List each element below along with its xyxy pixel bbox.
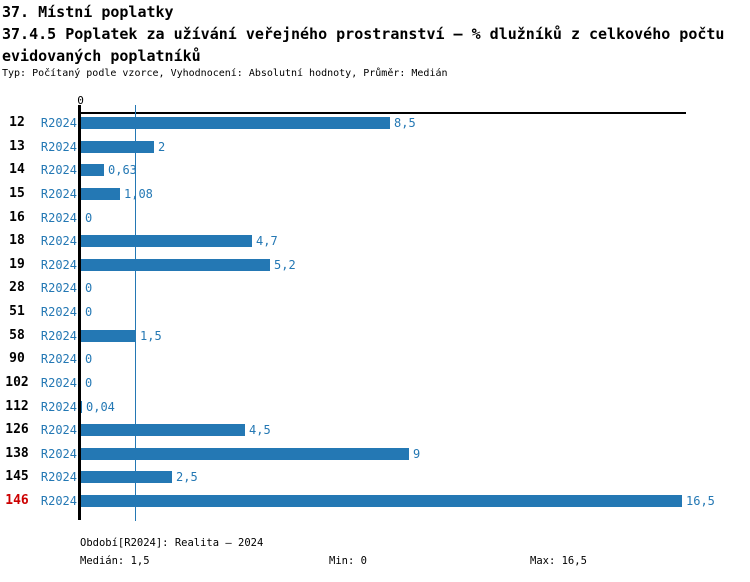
row-series-label: R2024 (40, 234, 77, 248)
value-bar (81, 141, 154, 153)
row-series-label: R2024 (40, 329, 77, 343)
bar-value-label: 0 (85, 211, 93, 225)
value-bar (81, 259, 270, 271)
value-bar (81, 448, 409, 460)
row-category-label: 12 (9, 115, 25, 130)
row-category-label: 28 (9, 280, 25, 295)
row-category-label: 13 (9, 139, 25, 154)
bar-value-label: 1,5 (140, 329, 162, 343)
bar-chart: 0 12 R2024 8,5 13 R2024 2 14 R2024 0,63 15 R2024 1,… (0, 95, 750, 535)
row-series-label: R2024 (40, 163, 77, 177)
footer-min-stat: Min: 0 (329, 555, 367, 567)
row-category-label: 112 (5, 399, 29, 414)
bar-value-label: 0,63 (108, 163, 137, 177)
bar-value-label: 0 (85, 281, 93, 295)
x-axis-top-line (78, 112, 686, 114)
page-title: 37. Místní poplatky (2, 3, 174, 21)
row-series-label: R2024 (40, 116, 77, 130)
value-bar (81, 117, 390, 129)
y-axis-line (78, 105, 81, 520)
bar-value-label: 0 (85, 352, 93, 366)
bar-value-label: 4,5 (249, 423, 271, 437)
row-series-label: R2024 (40, 211, 77, 225)
chart-meta-info: Typ: Počítaný podle vzorce, Vyhodnocení:… (2, 68, 448, 79)
row-series-label: R2024 (40, 447, 77, 461)
row-category-label: 19 (9, 257, 25, 272)
row-category-label: 138 (5, 446, 29, 461)
row-category-label: 58 (9, 328, 25, 343)
row-category-label: 126 (5, 422, 29, 437)
bar-value-label: 2,5 (176, 470, 198, 484)
row-series-label: R2024 (40, 281, 77, 295)
value-bar (81, 495, 682, 507)
value-bar (81, 401, 82, 413)
value-bar (81, 188, 120, 200)
row-series-label: R2024 (40, 423, 77, 437)
row-series-label: R2024 (40, 258, 77, 272)
row-series-label: R2024 (40, 376, 77, 390)
footer-max-stat: Max: 16,5 (530, 555, 587, 567)
row-series-label: R2024 (40, 470, 77, 484)
footer-median-stat: Medián: 1,5 (80, 555, 150, 567)
bar-value-label: 0,04 (86, 400, 115, 414)
row-category-label: 146 (5, 493, 29, 508)
value-bar (81, 471, 172, 483)
value-bar (81, 164, 104, 176)
row-category-label: 102 (5, 375, 29, 390)
bar-value-label: 9 (413, 447, 421, 461)
bar-value-label: 8,5 (394, 116, 416, 130)
row-category-label: 145 (5, 469, 29, 484)
value-bar (81, 424, 245, 436)
bar-value-label: 16,5 (686, 494, 715, 508)
footer-period-label: Období[R2024]: Realita – 2024 (80, 537, 264, 549)
chart-subtitle: 37.4.5 Poplatek za užívání veřejného pro… (2, 25, 725, 65)
bar-value-label: 0 (85, 305, 93, 319)
axis-zero-tick-label: 0 (77, 94, 84, 107)
row-category-label: 16 (9, 210, 25, 225)
bar-value-label: 4,7 (256, 234, 278, 248)
row-series-label: R2024 (40, 494, 77, 508)
bar-value-label: 5,2 (274, 258, 296, 272)
row-series-label: R2024 (40, 352, 77, 366)
value-bar (81, 330, 136, 342)
row-category-label: 14 (9, 162, 25, 177)
bar-value-label: 2 (158, 140, 166, 154)
row-series-label: R2024 (40, 305, 77, 319)
bar-value-label: 0 (85, 376, 93, 390)
row-series-label: R2024 (40, 140, 77, 154)
row-series-label: R2024 (40, 187, 77, 201)
row-category-label: 15 (9, 186, 25, 201)
row-series-label: R2024 (40, 400, 77, 414)
row-category-label: 51 (9, 304, 25, 319)
bar-value-label: 1,08 (124, 187, 153, 201)
value-bar (81, 235, 252, 247)
row-category-label: 90 (9, 351, 25, 366)
row-category-label: 18 (9, 233, 25, 248)
median-reference-line (135, 105, 136, 521)
